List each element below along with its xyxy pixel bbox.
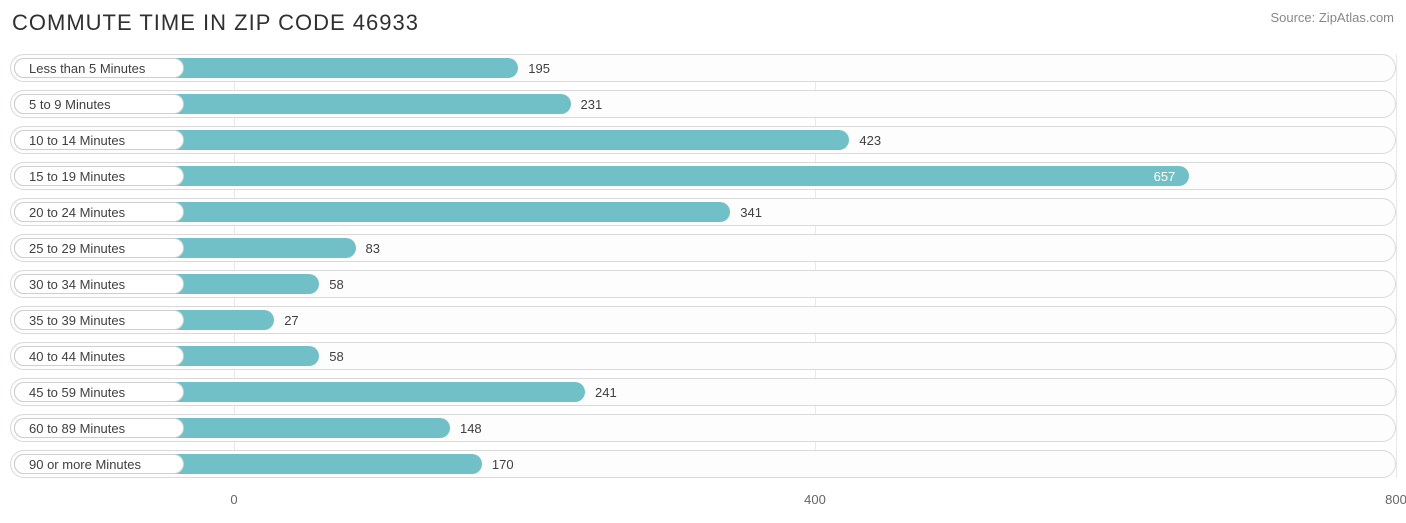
value-label: 58 — [329, 271, 343, 297]
chart-row: 30 to 34 Minutes 58 — [10, 270, 1396, 298]
value-label: 58 — [329, 343, 343, 369]
value-label: 27 — [284, 307, 298, 333]
gridline — [1396, 54, 1397, 478]
x-tick: 400 — [804, 492, 826, 507]
category-pill: Less than 5 Minutes — [14, 58, 184, 78]
category-pill: 25 to 29 Minutes — [14, 238, 184, 258]
chart-row: Less than 5 Minutes 195 — [10, 54, 1396, 82]
value-label: 423 — [859, 127, 881, 153]
chart-header: COMMUTE TIME IN ZIP CODE 46933 Source: Z… — [8, 10, 1398, 36]
category-pill: 30 to 34 Minutes — [14, 274, 184, 294]
category-pill: 45 to 59 Minutes — [14, 382, 184, 402]
value-label: 657 — [1154, 163, 1176, 189]
category-pill: 20 to 24 Minutes — [14, 202, 184, 222]
value-label: 83 — [366, 235, 380, 261]
x-tick: 0 — [230, 492, 237, 507]
commute-time-chart: COMMUTE TIME IN ZIP CODE 46933 Source: Z… — [0, 0, 1406, 523]
x-axis: 0400800 — [10, 486, 1396, 516]
category-pill: 10 to 14 Minutes — [14, 130, 184, 150]
category-pill: 60 to 89 Minutes — [14, 418, 184, 438]
value-label: 341 — [740, 199, 762, 225]
chart-row: 20 to 24 Minutes 341 — [10, 198, 1396, 226]
chart-title: COMMUTE TIME IN ZIP CODE 46933 — [12, 10, 419, 36]
chart-row: 15 to 19 Minutes 657 — [10, 162, 1396, 190]
chart-row: 25 to 29 Minutes 83 — [10, 234, 1396, 262]
chart-rows: Less than 5 Minutes 195 5 to 9 Minutes 231 1… — [10, 54, 1396, 478]
category-pill: 35 to 39 Minutes — [14, 310, 184, 330]
value-label: 241 — [595, 379, 617, 405]
x-tick: 800 — [1385, 492, 1406, 507]
value-label: 170 — [492, 451, 514, 477]
chart-row: 40 to 44 Minutes 58 — [10, 342, 1396, 370]
category-pill: 5 to 9 Minutes — [14, 94, 184, 114]
value-label: 195 — [528, 55, 550, 81]
chart-source: Source: ZipAtlas.com — [1270, 10, 1394, 25]
value-label: 148 — [460, 415, 482, 441]
category-pill: 90 or more Minutes — [14, 454, 184, 474]
value-label: 231 — [581, 91, 603, 117]
category-pill: 40 to 44 Minutes — [14, 346, 184, 366]
bar — [14, 166, 1189, 186]
category-pill: 15 to 19 Minutes — [14, 166, 184, 186]
chart-row: 60 to 89 Minutes 148 — [10, 414, 1396, 442]
chart-row: 5 to 9 Minutes 231 — [10, 90, 1396, 118]
plot-area: Less than 5 Minutes 195 5 to 9 Minutes 231 1… — [10, 54, 1396, 484]
chart-row: 90 or more Minutes 170 — [10, 450, 1396, 478]
chart-row: 35 to 39 Minutes 27 — [10, 306, 1396, 334]
chart-row: 45 to 59 Minutes 241 — [10, 378, 1396, 406]
chart-row: 10 to 14 Minutes 423 — [10, 126, 1396, 154]
